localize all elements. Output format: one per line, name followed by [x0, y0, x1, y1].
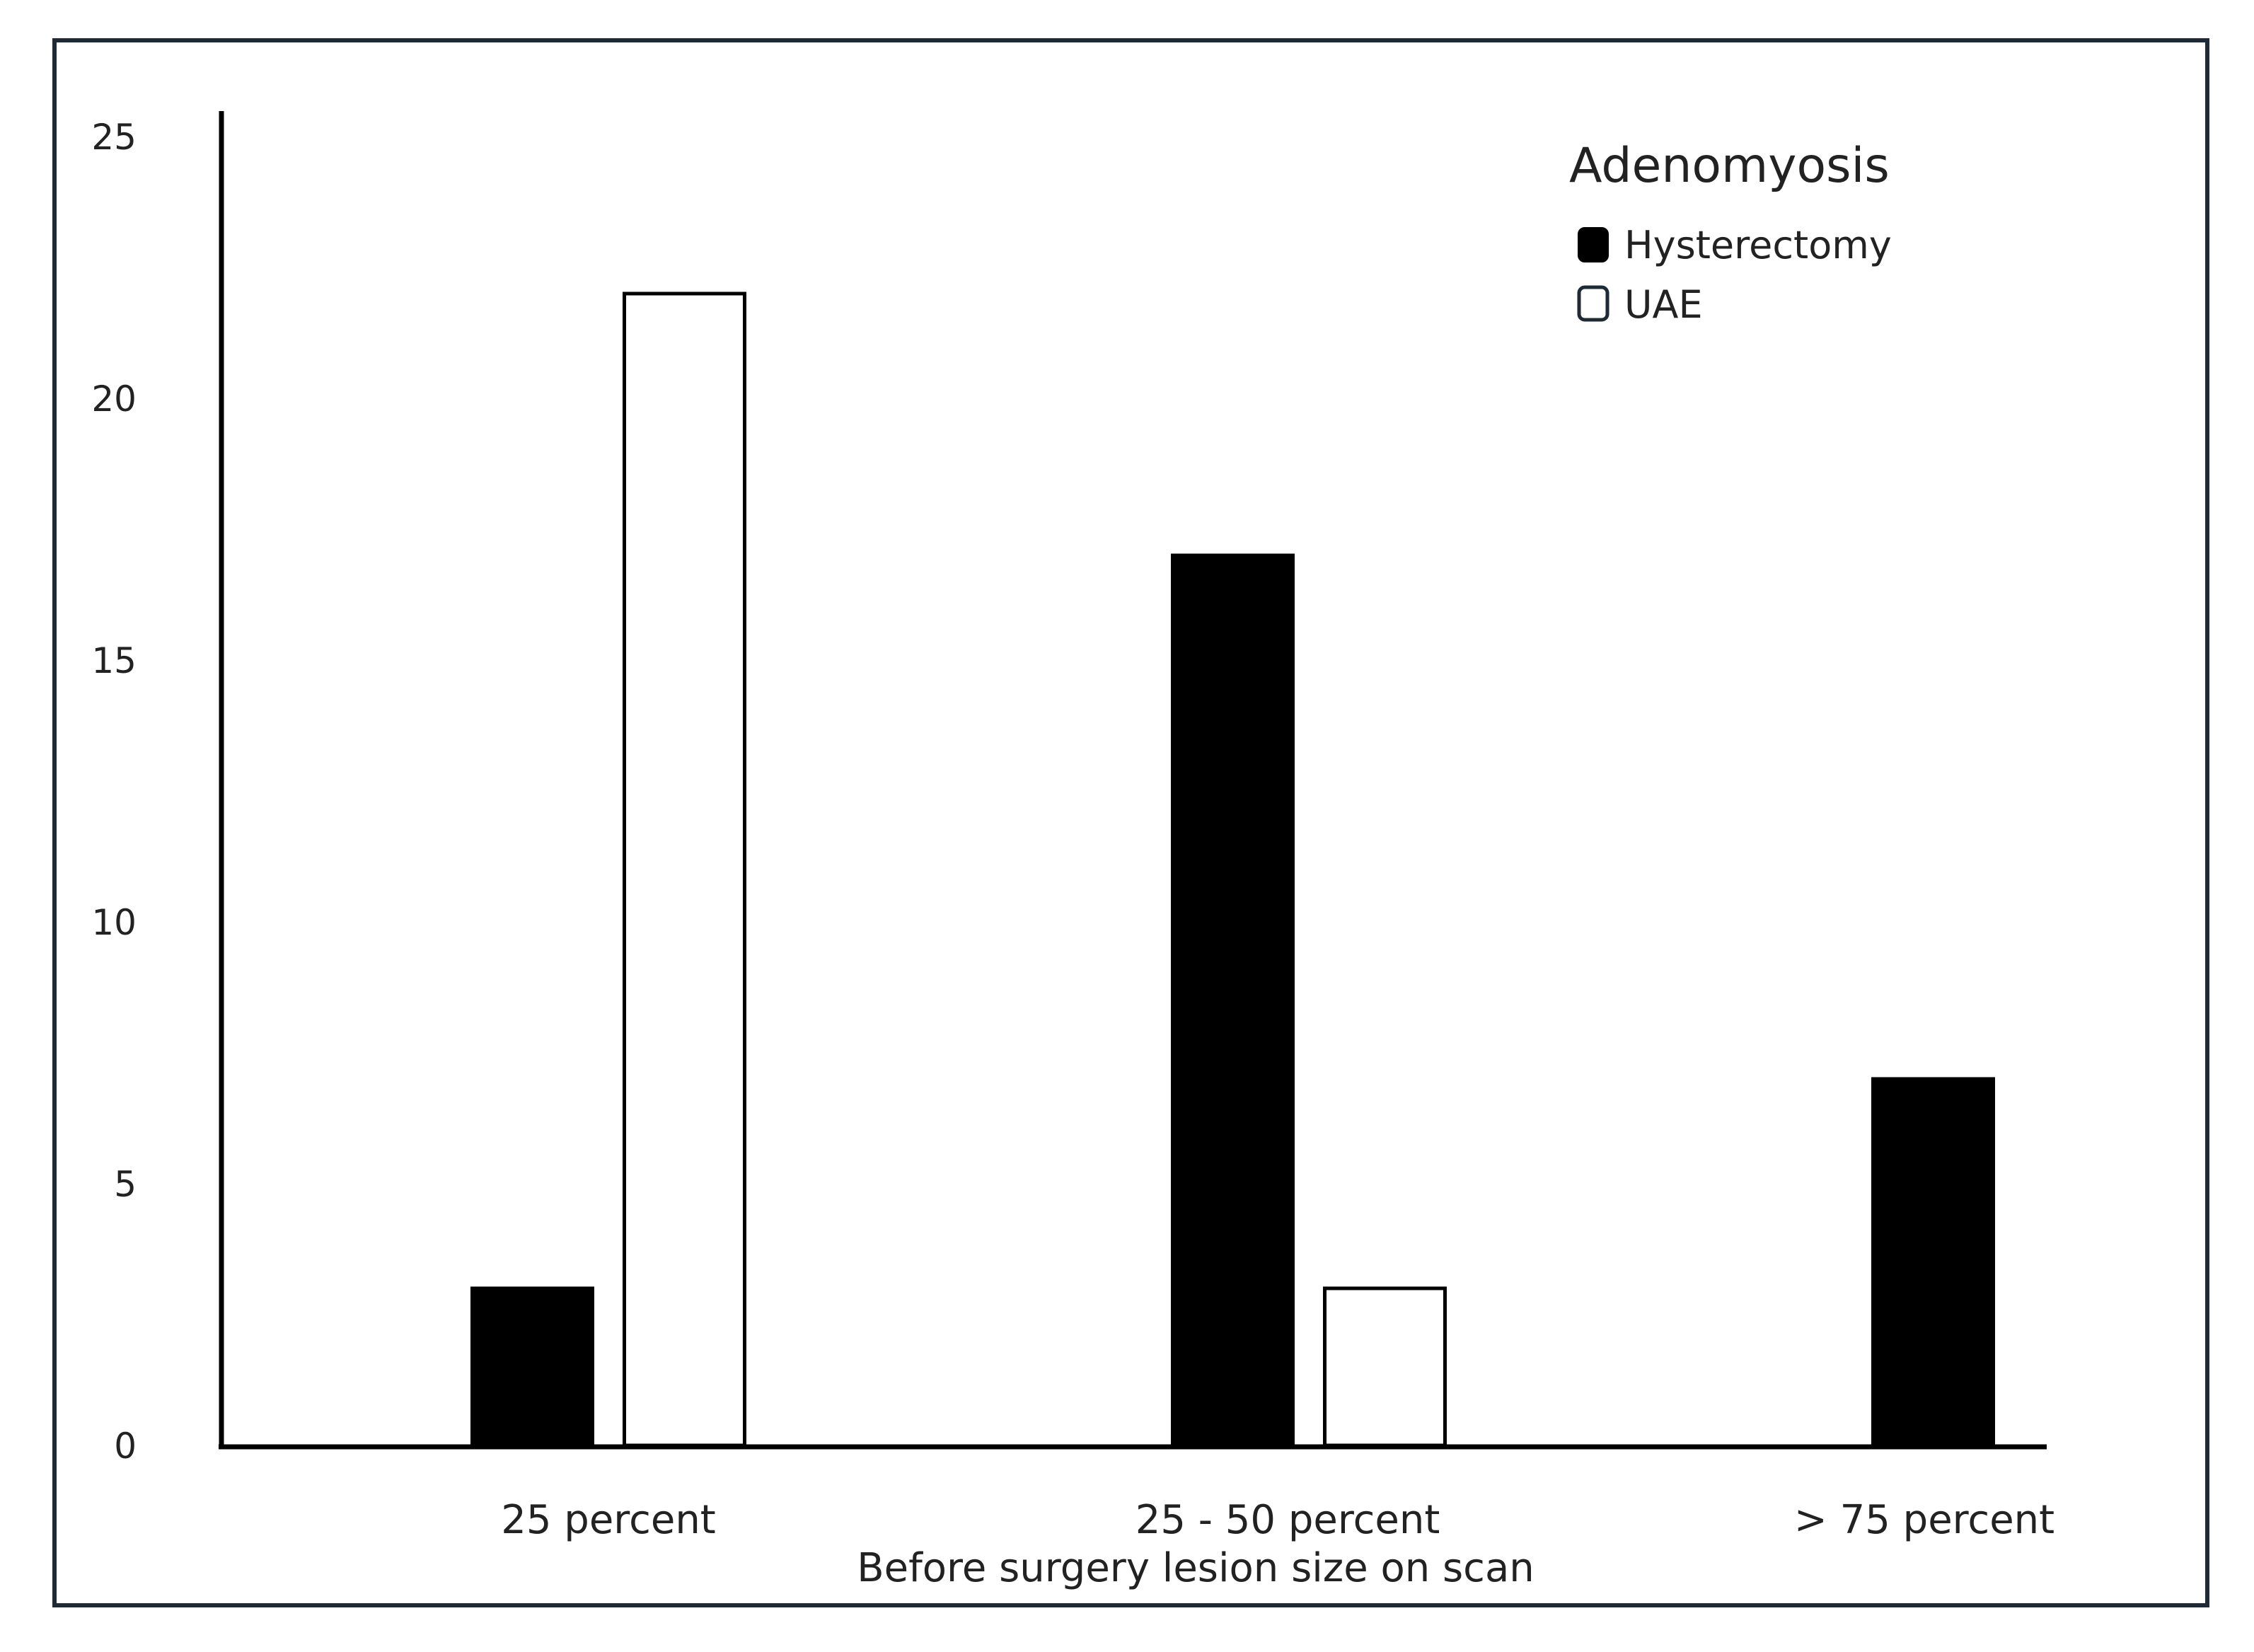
legend-label-hysterectomy: Hysterectomy: [1624, 223, 1892, 267]
bar-hysterectomy: [1171, 553, 1295, 1448]
y-tick-labels: 0 5 10 15 20 25: [91, 117, 137, 1467]
legend-label-uae: UAE: [1624, 282, 1703, 327]
legend-title: Adenomyosis: [1569, 138, 1890, 194]
x-category-labels: 25 percent 25 - 50 percent > 75 percent: [501, 1497, 2054, 1543]
y-tick-label: 25: [91, 117, 137, 158]
bars-group: [470, 291, 1995, 1448]
legend-swatch-uae: [1577, 285, 1609, 322]
y-tick-label: 5: [114, 1164, 137, 1205]
legend: Adenomyosis Hysterectomy UAE: [1569, 138, 1892, 327]
bar-uae: [623, 291, 746, 1448]
chart-frame: [52, 38, 2209, 1607]
y-tick-label: 20: [91, 379, 137, 420]
bar-uae: [1323, 1286, 1447, 1448]
legend-swatch-hysterectomy: [1578, 227, 1609, 262]
x-category-label: 25 percent: [501, 1497, 716, 1543]
x-category-label: 25 - 50 percent: [1135, 1497, 1440, 1543]
y-tick-label: 10: [91, 902, 137, 943]
bar-hysterectomy: [1871, 1077, 1995, 1448]
bar-hysterectomy: [470, 1286, 594, 1448]
x-axis-title: Before surgery lesion size on scan: [857, 1545, 1535, 1591]
y-tick-label: 15: [91, 640, 137, 681]
y-tick-label: 0: [114, 1426, 137, 1467]
x-category-label: > 75 percent: [1794, 1497, 2054, 1543]
